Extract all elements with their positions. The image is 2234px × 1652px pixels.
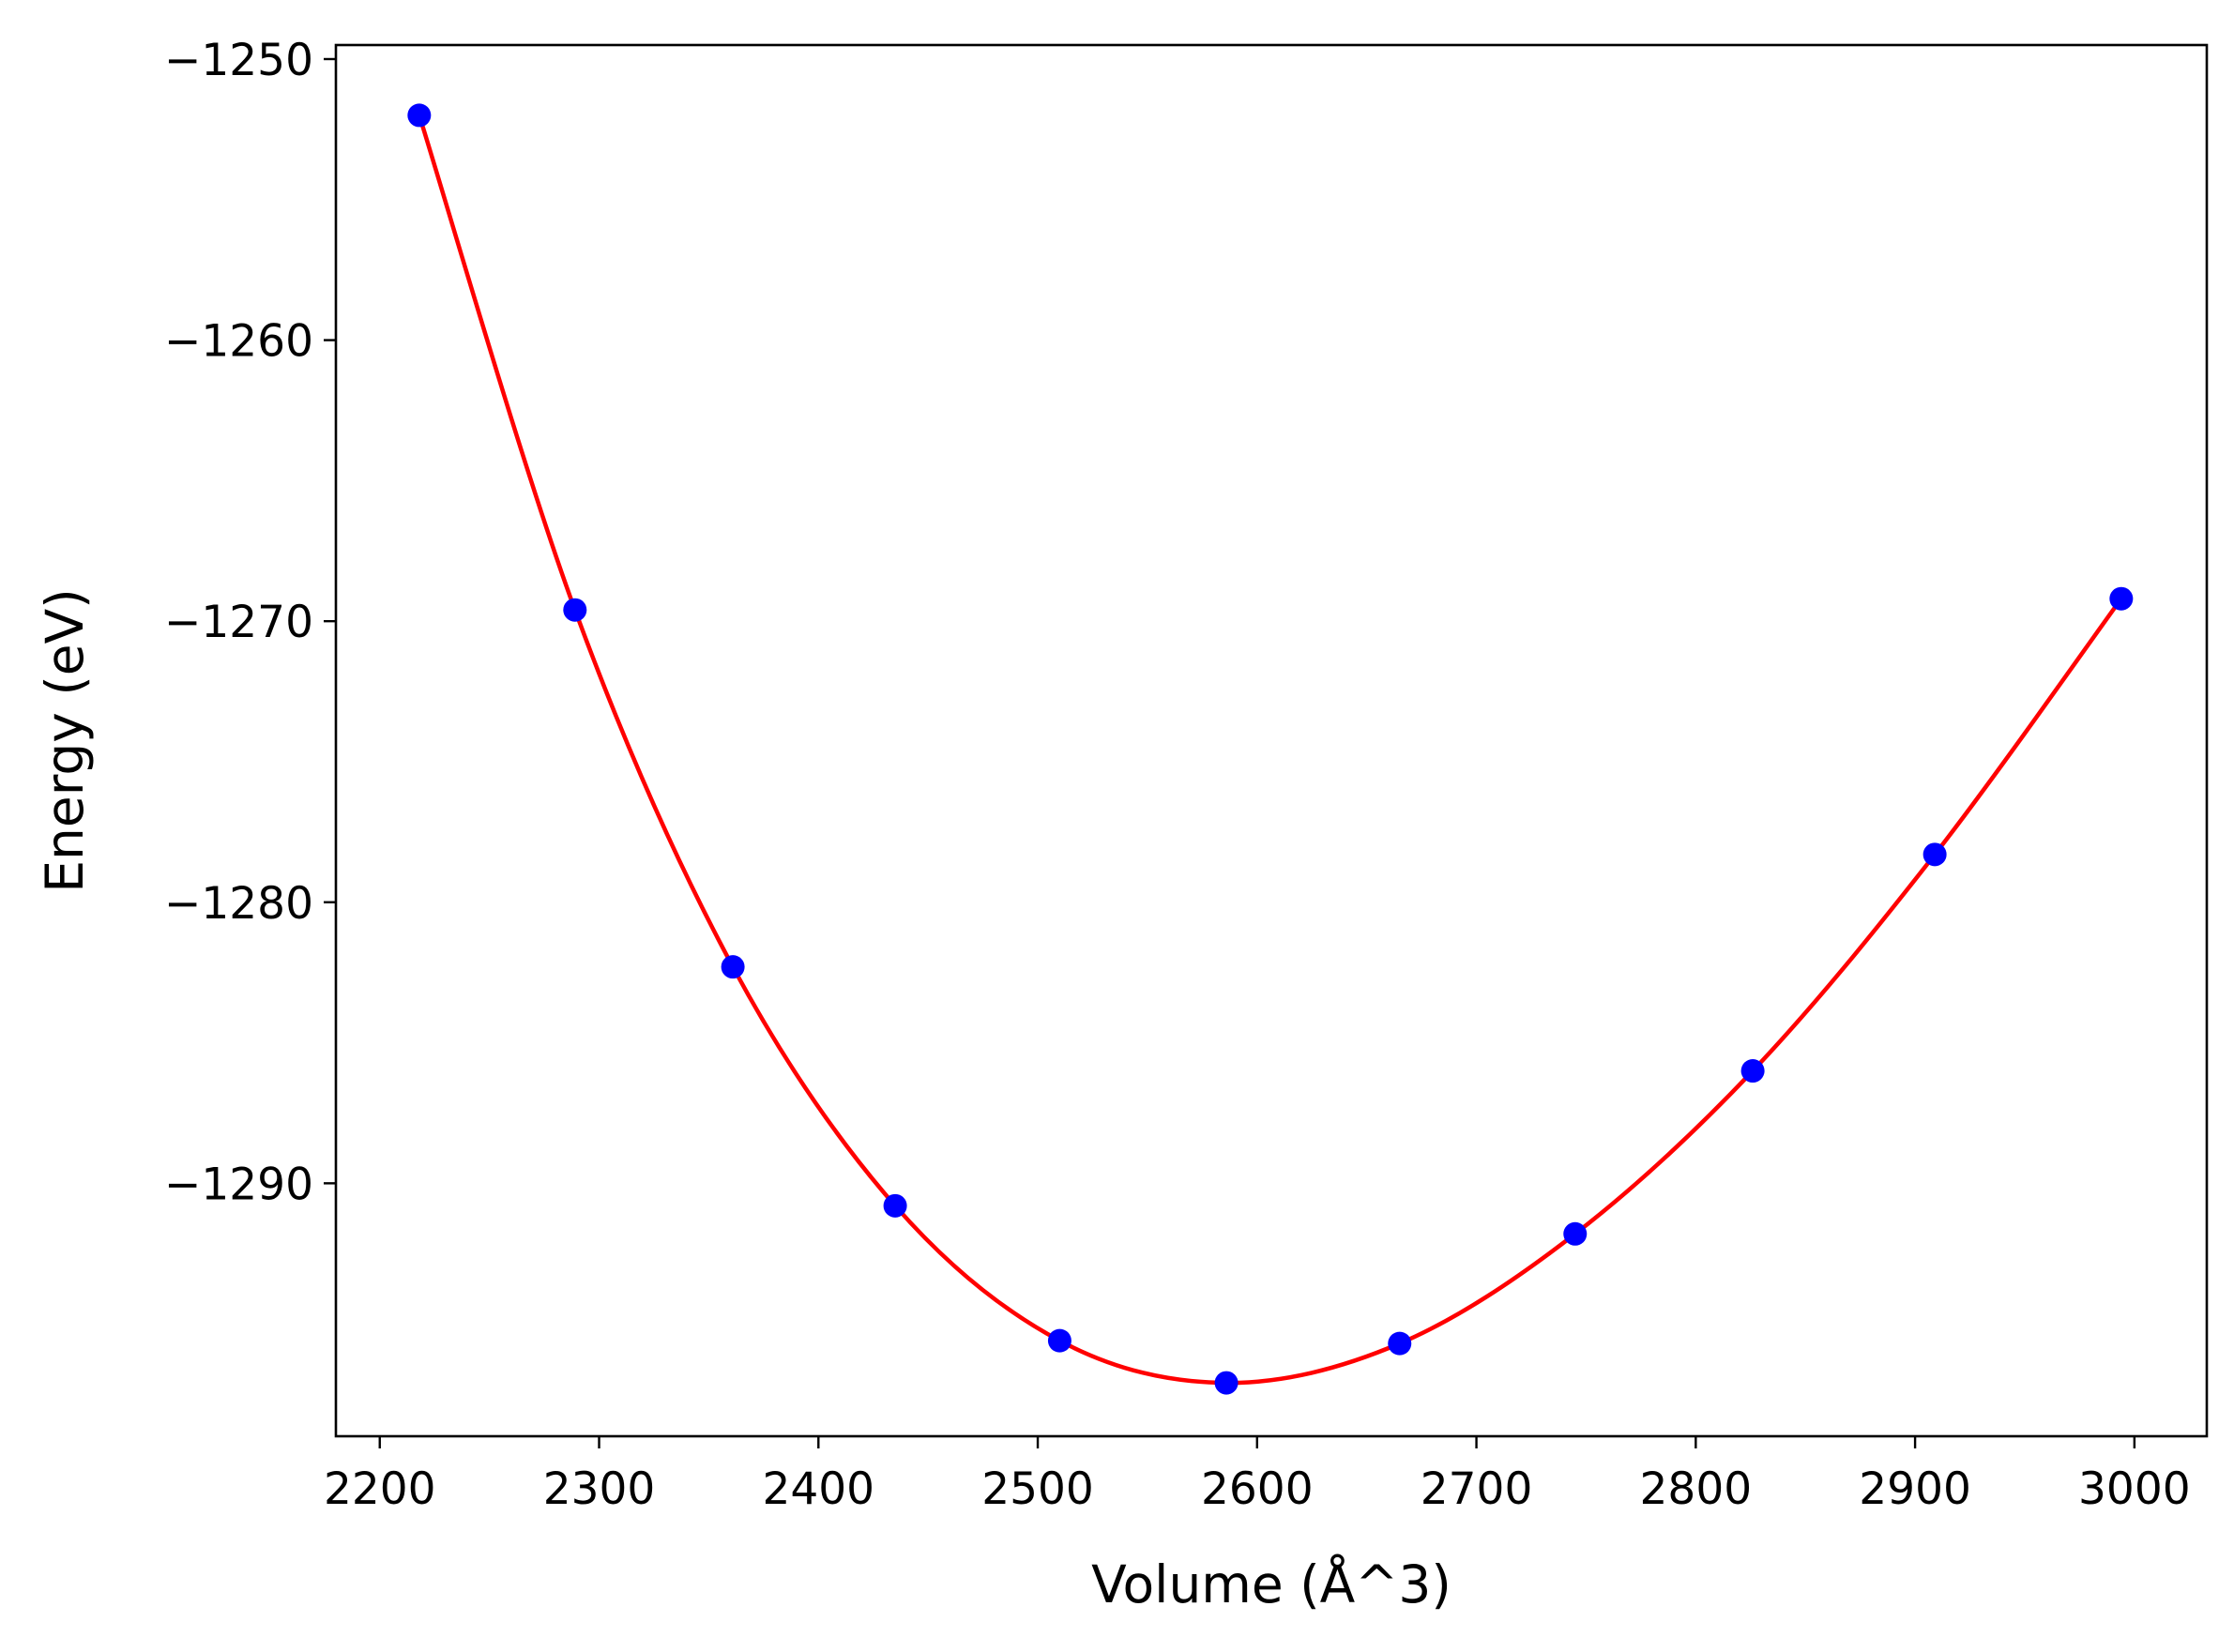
data-point xyxy=(1214,1371,1239,1395)
y-tick-label: −1260 xyxy=(164,316,313,368)
x-tick-label: 2900 xyxy=(1859,1463,1971,1515)
x-tick-label: 2800 xyxy=(1640,1463,1753,1515)
y-tick-label: −1280 xyxy=(164,878,313,930)
x-axis-label: Volume (Å^3) xyxy=(1091,1553,1451,1614)
data-point xyxy=(721,955,745,979)
plot-area-frame xyxy=(334,43,2209,1438)
data-point xyxy=(407,103,432,128)
x-tick-label: 2200 xyxy=(324,1463,436,1515)
x-tick-label: 2600 xyxy=(1201,1463,1314,1515)
data-point xyxy=(1740,1059,1765,1084)
data-points-layer xyxy=(407,103,2134,1395)
data-point xyxy=(1047,1328,1071,1353)
data-point xyxy=(563,598,587,622)
x-tick-label: 2400 xyxy=(762,1463,874,1515)
fit-curve xyxy=(417,113,2124,1386)
y-axis-label: Energy (eV) xyxy=(35,588,95,892)
data-point xyxy=(1563,1221,1588,1246)
data-point xyxy=(883,1193,907,1218)
y-tick-label: −1250 xyxy=(164,35,313,86)
y-axis-ticks: −1250 −1260 −1270 −1280 −1290 xyxy=(164,35,336,1210)
x-axis-ticks: 2200 2300 2400 2500 2600 2700 2800 2900 3000 xyxy=(324,1436,2191,1515)
x-tick-label: 3000 xyxy=(2078,1463,2191,1515)
y-tick-label: −1290 xyxy=(164,1159,313,1210)
x-tick-label: 2700 xyxy=(1421,1463,1533,1515)
data-point xyxy=(2109,586,2134,611)
x-tick-label: 2500 xyxy=(981,1463,1094,1515)
data-point xyxy=(1922,842,1947,867)
data-point xyxy=(1388,1331,1412,1356)
y-tick-label: −1270 xyxy=(164,597,313,648)
x-tick-label: 2300 xyxy=(543,1463,656,1515)
fit-curve-layer xyxy=(417,113,2124,1386)
